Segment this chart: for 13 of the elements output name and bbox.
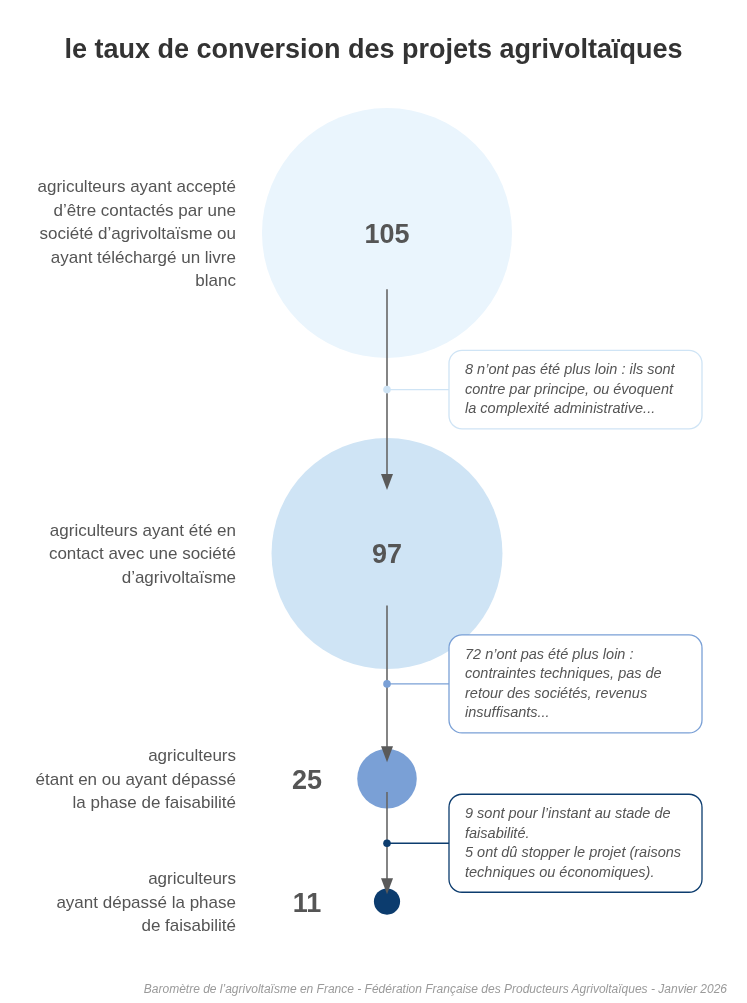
category-label: agriculteurs ayant accepté d’être contactés par une société d’agrivoltaïsme ou ayant téléchargé un livre blanc — [37, 177, 237, 290]
data-label: 105 — [364, 219, 410, 249]
data-label: 25 — [291, 764, 323, 795]
data-label: 97 — [371, 539, 403, 570]
category-label: agriculteurs ayant dépassé la phase de faisabilité — [56, 869, 236, 936]
category-label: agriculteurs étant en ou ayant dépassé la phase de faisabilité — [35, 746, 236, 813]
text: 8 n’ont pas été plus loin : ils sont contre par principe, ou évoquent la complexité administrative... — [465, 361, 676, 417]
category-label: agriculteurs ayant été en contact avec une société d’agrivoltaïsme — [48, 520, 236, 587]
data-label: 11 — [292, 887, 322, 918]
text: Baromètre de l’agrivoltaïsme en France - Fédération Française des Producteurs Agrivoltaïques - Janvier 2026 — [143, 982, 728, 996]
text: 9 sont pour l’instant au stade de faisabilité. 5 ont dû stopper le projet (raisons techniques ou économiques). — [465, 805, 682, 880]
text: le taux de conversion des projets agrivoltaïques — [64, 34, 683, 64]
text: 72 n’ont pas été plus loin : contraintes techniques, pas de retour des sociétés, revenus insuffisants... — [465, 645, 662, 721]
